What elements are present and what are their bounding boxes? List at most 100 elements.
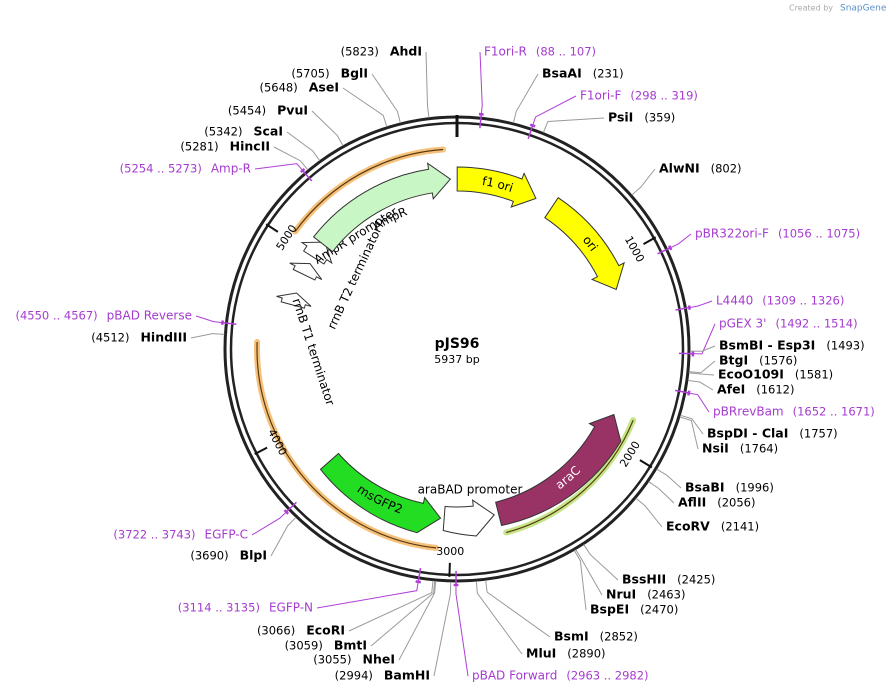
snapgene-brand: SnapGene bbox=[840, 4, 887, 14]
enzyme-name: AhdI bbox=[390, 44, 422, 59]
enzyme-name: BglI bbox=[341, 66, 368, 81]
enzyme-position: (3066) bbox=[257, 624, 295, 638]
enzyme-position: (5648) bbox=[260, 81, 298, 95]
enzyme-position: (1764) bbox=[740, 442, 778, 456]
primer-tick bbox=[302, 169, 313, 182]
enzyme-position: (5454) bbox=[228, 104, 266, 118]
enzyme-name: HindIII bbox=[140, 330, 187, 345]
enzyme-name: BssHII bbox=[622, 572, 666, 587]
enzyme-position: (2994) bbox=[335, 669, 373, 683]
feature-arrow bbox=[442, 499, 495, 537]
enzyme-position: (1493) bbox=[826, 339, 864, 353]
trace-line bbox=[506, 419, 634, 534]
feature-arrow bbox=[456, 166, 537, 208]
primer-range: (298 .. 319) bbox=[630, 89, 698, 103]
ring-tick-label: 3000 bbox=[436, 545, 464, 558]
primer-name: EGFP-N bbox=[269, 601, 313, 615]
ring-tick-label: 4000 bbox=[265, 427, 289, 458]
primer-range: (3114 .. 3135) bbox=[178, 601, 260, 615]
enzyme-position: (4512) bbox=[91, 331, 129, 345]
enzyme-name: EcoRV bbox=[666, 519, 710, 534]
primer-tick bbox=[674, 389, 689, 394]
site-leader bbox=[631, 168, 656, 196]
site-leader bbox=[286, 131, 321, 161]
enzyme-name: HincII bbox=[230, 139, 270, 154]
enzyme-position: (2463) bbox=[647, 588, 685, 602]
primer-name: F1ori-R bbox=[484, 45, 527, 59]
primer-range: (3722 .. 3743) bbox=[113, 528, 195, 542]
enzyme-position: (5342) bbox=[204, 125, 242, 139]
enzyme-name: MluI bbox=[526, 646, 556, 661]
enzyme-name: BamHI bbox=[384, 668, 430, 683]
enzyme-position: (2056) bbox=[717, 496, 755, 510]
feature-arrow bbox=[276, 292, 312, 309]
enzyme-position: (231) bbox=[593, 67, 624, 81]
primer-range: (1056 .. 1075) bbox=[778, 227, 860, 241]
enzyme-position: (3055) bbox=[313, 653, 351, 667]
site-leader bbox=[370, 580, 436, 647]
enzyme-position: (1996) bbox=[736, 481, 774, 495]
primer-tick bbox=[479, 114, 483, 129]
enzyme-name: AlwNI bbox=[659, 161, 700, 176]
enzyme-position: (3059) bbox=[285, 639, 323, 653]
primer-name: pBR322ori-F bbox=[695, 227, 769, 241]
site-leader bbox=[656, 468, 682, 489]
enzyme-name: EcoRI bbox=[306, 623, 345, 638]
trace-line bbox=[294, 148, 444, 232]
enzyme-position: (5281) bbox=[180, 140, 218, 154]
site-leader bbox=[348, 580, 434, 632]
primer-range: (2963 .. 2982) bbox=[566, 669, 648, 683]
feature-arrow bbox=[312, 162, 452, 253]
feature-arrow bbox=[544, 197, 625, 291]
plasmid-length: 5937 bp bbox=[434, 353, 479, 366]
enzyme-position: (1757) bbox=[799, 427, 837, 441]
primer-leader bbox=[479, 51, 483, 118]
ring-tick bbox=[643, 236, 657, 245]
site-leader bbox=[311, 110, 344, 147]
primer-leader bbox=[251, 509, 289, 536]
enzyme-position: (1576) bbox=[759, 354, 797, 368]
enzyme-position: (359) bbox=[644, 111, 675, 125]
site-leader bbox=[512, 73, 539, 124]
primer-range: (4550 .. 4567) bbox=[16, 309, 98, 323]
enzyme-position: (2141) bbox=[721, 520, 759, 534]
primer-leader bbox=[455, 581, 469, 677]
enzyme-name: BlpI bbox=[240, 548, 267, 563]
enzyme-name: AflII bbox=[678, 495, 706, 510]
primer-name: pBRrevBam bbox=[713, 405, 784, 419]
enzyme-position: (5705) bbox=[291, 67, 329, 81]
primer-range: (1309 .. 1326) bbox=[762, 294, 844, 308]
enzyme-name: BtgI bbox=[719, 353, 748, 368]
primer-tick bbox=[417, 567, 422, 582]
ring-tick bbox=[639, 459, 653, 469]
feature-arrow bbox=[495, 413, 622, 527]
site-leader bbox=[689, 345, 716, 352]
primer-leader bbox=[531, 95, 577, 129]
site-leader bbox=[679, 416, 699, 450]
primer-name: L4440 bbox=[716, 294, 753, 308]
primer-name: pBAD Reverse bbox=[107, 309, 192, 323]
feature-arrow bbox=[300, 241, 333, 265]
primer-tick bbox=[222, 321, 237, 325]
enzyme-name: BsaBI bbox=[685, 480, 725, 495]
site-leader bbox=[398, 580, 437, 661]
primer-name: F1ori-F bbox=[580, 89, 621, 103]
site-leader bbox=[575, 549, 603, 596]
enzyme-position: (2470) bbox=[640, 603, 678, 617]
enzyme-name: PsiI bbox=[608, 110, 633, 125]
site-leader bbox=[425, 51, 430, 118]
enzyme-name: BsmBI - Esp3I bbox=[719, 338, 815, 353]
primer-leader bbox=[316, 578, 420, 609]
primer-leader bbox=[689, 323, 716, 355]
site-leader bbox=[635, 497, 663, 528]
enzyme-name: NsiI bbox=[702, 441, 729, 456]
site-leader bbox=[687, 379, 714, 391]
ring-tick bbox=[265, 223, 279, 233]
enzyme-position: (2890) bbox=[567, 647, 605, 661]
primer-range: (5254 .. 5273) bbox=[120, 162, 202, 176]
enzyme-position: (2425) bbox=[677, 573, 715, 587]
site-leader bbox=[688, 360, 716, 374]
primer-name: pGEX 3' bbox=[719, 317, 766, 331]
site-leader bbox=[542, 117, 605, 133]
